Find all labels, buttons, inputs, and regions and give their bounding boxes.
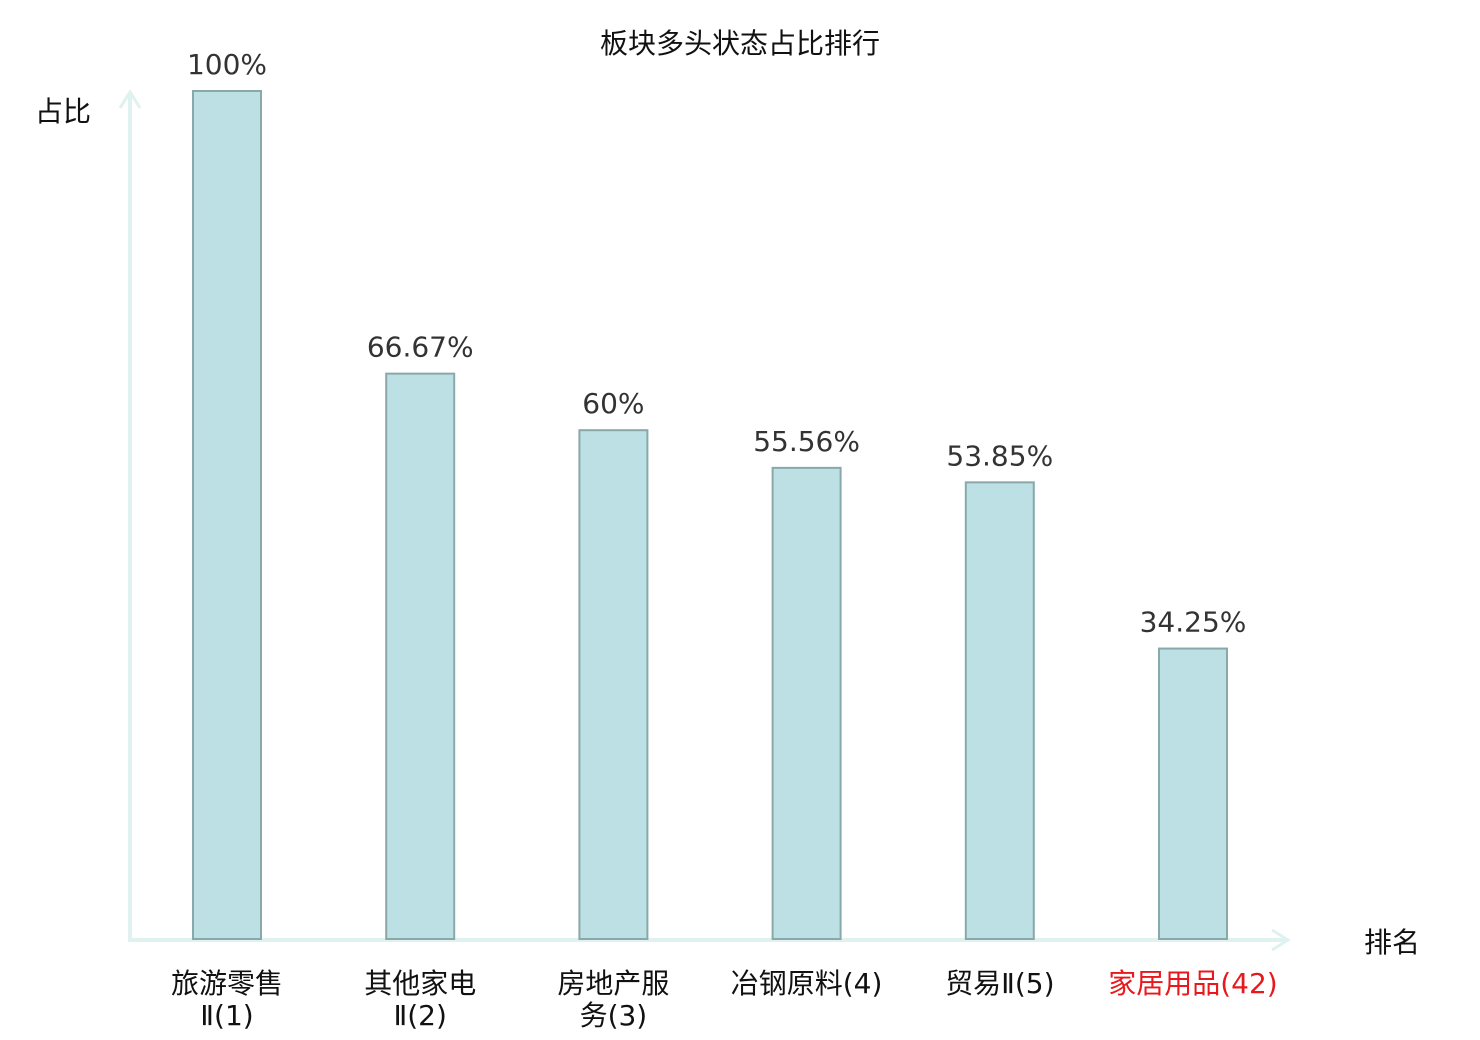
data-label: 60% bbox=[582, 387, 644, 420]
bar bbox=[385, 372, 456, 940]
x-tick-label: 房地产服务(3) bbox=[557, 967, 669, 1032]
bar bbox=[771, 466, 842, 940]
x-tick-label-line: 其他家电 bbox=[364, 967, 476, 1000]
bar bbox=[1158, 647, 1228, 940]
x-tick-label-line: 冶钢原料(4) bbox=[731, 967, 883, 1000]
data-label: 66.67% bbox=[367, 331, 474, 364]
data-label: 34.25% bbox=[1140, 606, 1247, 639]
x-axis-label: 排名 bbox=[1364, 926, 1420, 959]
bar bbox=[964, 481, 1035, 940]
x-axis bbox=[128, 928, 1291, 952]
bar bbox=[192, 90, 262, 940]
x-tick-label-line: 房地产服 bbox=[557, 967, 669, 1000]
data-label: 55.56% bbox=[753, 425, 860, 458]
x-tick-label-line: Ⅱ(1) bbox=[200, 999, 253, 1032]
x-tick-label: 其他家电 Ⅱ(2) bbox=[364, 967, 476, 1032]
x-tick-label-line: 家居用品(42) bbox=[1108, 967, 1277, 1000]
y-axis-label: 占比 bbox=[35, 95, 91, 128]
x-tick-label: 冶钢原料(4) bbox=[731, 967, 883, 1000]
x-tick-label: 家居用品(42) bbox=[1108, 967, 1277, 1000]
bar bbox=[578, 429, 649, 940]
x-tick-label-line: 旅游零售 bbox=[171, 967, 283, 1000]
x-tick-label-line: 务(3) bbox=[580, 999, 648, 1032]
x-tick-label: 贸易Ⅱ(5) bbox=[945, 967, 1054, 1000]
y-axis bbox=[118, 89, 142, 940]
data-label: 100% bbox=[187, 48, 267, 81]
x-tick-label-line: Ⅱ(2) bbox=[393, 999, 446, 1032]
x-tick-label: 旅游零售 Ⅱ(1) bbox=[171, 967, 283, 1032]
data-label: 53.85% bbox=[946, 439, 1053, 472]
chart-title: 板块多头状态占比排行 bbox=[600, 27, 880, 60]
x-tick-label-line: 贸易Ⅱ(5) bbox=[945, 967, 1054, 1000]
